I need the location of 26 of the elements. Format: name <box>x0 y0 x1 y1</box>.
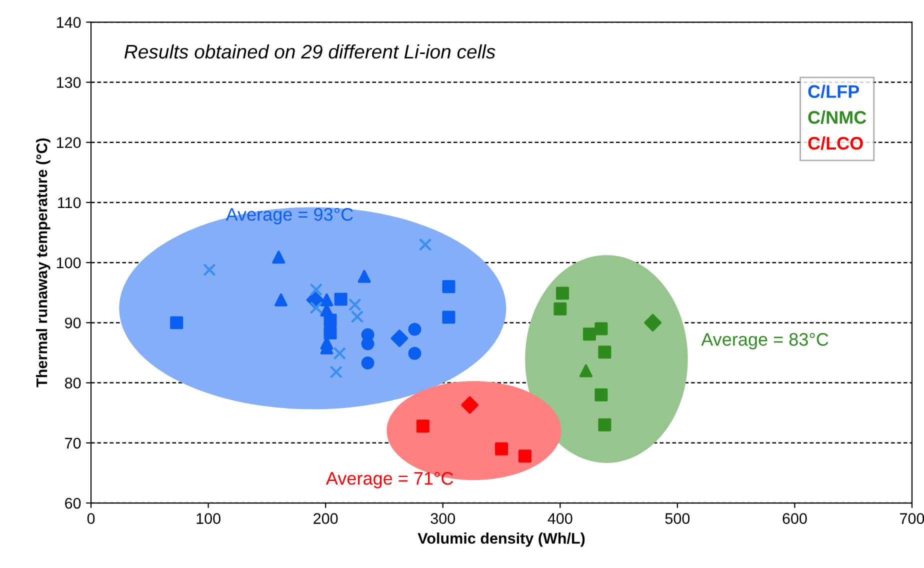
y-tick-label: 80 <box>64 378 81 388</box>
y-tick-label: 70 <box>65 438 81 449</box>
x-tick-label: 200 <box>314 513 338 524</box>
annotation: Average = 83°C <box>701 333 828 350</box>
y-tick-label: 110 <box>58 197 81 208</box>
x-tick-label: 400 <box>548 513 572 524</box>
y-axis-title: Thermal runaway temperature (°C) <box>36 138 50 388</box>
x-tick-label: 600 <box>782 513 807 524</box>
y-tick-label: 140 <box>56 17 81 28</box>
x-axis-title: Volumic density (Wh/L) <box>418 532 585 547</box>
x-tick-label: 500 <box>665 513 690 524</box>
x-tick-label: 700 <box>900 513 924 524</box>
x-tick-label: 0 <box>87 513 95 524</box>
y-tick-label: 60 <box>65 498 81 509</box>
annotation: Average = 71°C <box>326 472 454 488</box>
text: C/NMC <box>808 110 866 124</box>
y-tick-label: 100 <box>56 257 81 268</box>
x-tick-label: 100 <box>196 513 220 524</box>
y-tick-label: 130 <box>56 77 81 88</box>
annotation: Average = 93°C <box>226 208 353 224</box>
x-tick-label: 300 <box>430 513 456 524</box>
y-tick-label: 90 <box>65 318 81 328</box>
y-tick-label: 120 <box>56 137 81 148</box>
text: C/LFP <box>808 84 860 98</box>
text: C/LCO <box>808 136 863 150</box>
annotation: Results obtained on 29 different Li-ion cells <box>124 44 496 59</box>
